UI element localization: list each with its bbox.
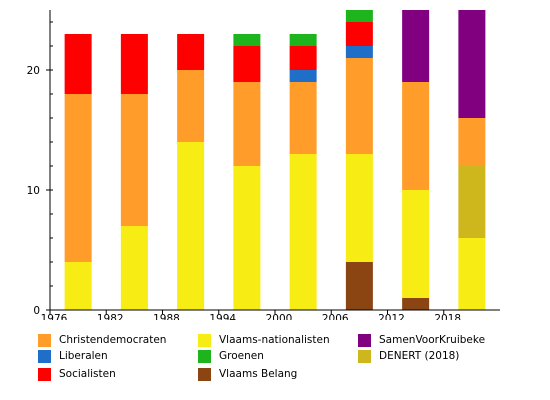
bar-segment-2018-samenvoorkruibeke: [458, 10, 486, 118]
axes-layer: 0 10 20 1976 1982 1988 1994 2000 2006 2012 2018: [27, 10, 500, 320]
bars-layer: [64, 10, 486, 310]
legend-label-denert-2018: DENERT (2018): [379, 350, 460, 362]
legend-swatch-samenvoorkruibeke: [358, 333, 371, 347]
x-tick-label: 2000: [266, 313, 293, 320]
bar-segment-2006-liberalen: [345, 46, 373, 58]
bar-segment-2006-vlaams-nationalisten: [345, 154, 373, 262]
y-tick-label: 0: [33, 305, 40, 317]
bar-segment-2012-vlaams-belang: [402, 298, 430, 310]
legend-item-denert-2018: DENERT (2018): [358, 349, 459, 363]
bar-segment-2000-groenen: [289, 34, 317, 46]
bar-segment-1976-vlaams-nationalisten: [64, 262, 92, 310]
bar-segment-1988-vlaams-nationalisten: [177, 142, 205, 310]
bar-segment-2012-samenvoorkruibeke: [402, 10, 430, 82]
bar-segment-2012-vlaams-nationalisten: [402, 190, 430, 298]
bar-segment-2018-vlaams-nationalisten: [458, 238, 486, 310]
bar-segment-2018-denert-2018: [458, 166, 486, 238]
legend-label-vlaams-belang: Vlaams Belang: [219, 368, 298, 380]
bar-segment-1988-socialisten: [177, 34, 205, 70]
bar-segment-2006-christendemocraten: [345, 58, 373, 154]
bar-segment-2000-vlaams-nationalisten: [289, 154, 317, 310]
x-tick-label: 1994: [209, 313, 236, 320]
bar-segment-1982-christendemocraten: [120, 94, 148, 226]
x-tick-label: 2018: [434, 313, 461, 320]
stacked-bar-chart: 0 10 20 1976 1982 1988 1994 2000 2006 2012 2018: [27, 10, 500, 320]
bar-segment-2006-groenen: [345, 10, 373, 22]
legend-swatch-vlaams-nationalisten: [198, 333, 211, 347]
legend-item-christendemocraten: Christendemocraten: [38, 333, 166, 347]
legend-item-vlaams-nationalisten: Vlaams-nationalisten: [198, 333, 330, 347]
legend-item-vlaams-belang: Vlaams Belang: [198, 367, 297, 381]
legend-label-christendemocraten: Christendemocraten: [59, 334, 167, 346]
bar-segment-2006-vlaams-belang: [345, 262, 373, 310]
bar-segment-1976-socialisten: [64, 34, 92, 94]
legend-swatch-vlaams-belang: [198, 367, 211, 381]
legend-swatch-denert-2018: [358, 349, 371, 363]
legend-label-socialisten: Socialisten: [59, 368, 116, 380]
x-tick-label: 1982: [97, 313, 124, 320]
x-tick-label: 2006: [322, 313, 349, 320]
x-tick-label: 2012: [378, 313, 405, 320]
legend-label-liberalen: Liberalen: [59, 350, 108, 362]
legend-item-liberalen: Liberalen: [38, 349, 108, 363]
bar-segment-2012-christendemocraten: [402, 82, 430, 190]
bar-segment-1994-groenen: [233, 34, 261, 46]
bar-segment-1994-vlaams-nationalisten: [233, 166, 261, 310]
bar-segment-2000-socialisten: [289, 46, 317, 70]
bar-segment-1994-socialisten: [233, 46, 261, 82]
legend-swatch-socialisten: [38, 367, 51, 381]
legend-item-samenvoorkruibeke: SamenVoorKruibeke: [358, 333, 485, 347]
bar-segment-2000-christendemocraten: [289, 82, 317, 154]
legend-swatch-groenen: [198, 349, 211, 363]
legend-item-socialisten: Socialisten: [38, 367, 116, 381]
legend-label-vlaams-nationalisten: Vlaams-nationalisten: [219, 334, 330, 346]
bar-segment-1994-christendemocraten: [233, 82, 261, 166]
bar-segment-1988-christendemocraten: [177, 70, 205, 142]
bar-segment-2000-liberalen: [289, 70, 317, 82]
x-tick-label: 1976: [41, 313, 68, 320]
legend-swatch-christendemocraten: [38, 333, 51, 347]
bar-segment-1982-vlaams-nationalisten: [120, 226, 148, 310]
bar-segment-2006-socialisten: [345, 22, 373, 46]
legend-label-groenen: Groenen: [219, 350, 264, 362]
bar-segment-1982-socialisten: [120, 34, 148, 94]
bar-segment-2018-christendemocraten: [458, 118, 486, 166]
x-tick-label: 1988: [153, 313, 180, 320]
y-tick-label: 20: [27, 65, 40, 77]
bar-segment-1976-christendemocraten: [64, 94, 92, 262]
legend-item-groenen: Groenen: [198, 349, 264, 363]
legend-swatch-liberalen: [38, 349, 51, 363]
legend-label-samenvoorkruibeke: SamenVoorKruibeke: [379, 334, 486, 346]
y-tick-label: 10: [27, 185, 40, 197]
